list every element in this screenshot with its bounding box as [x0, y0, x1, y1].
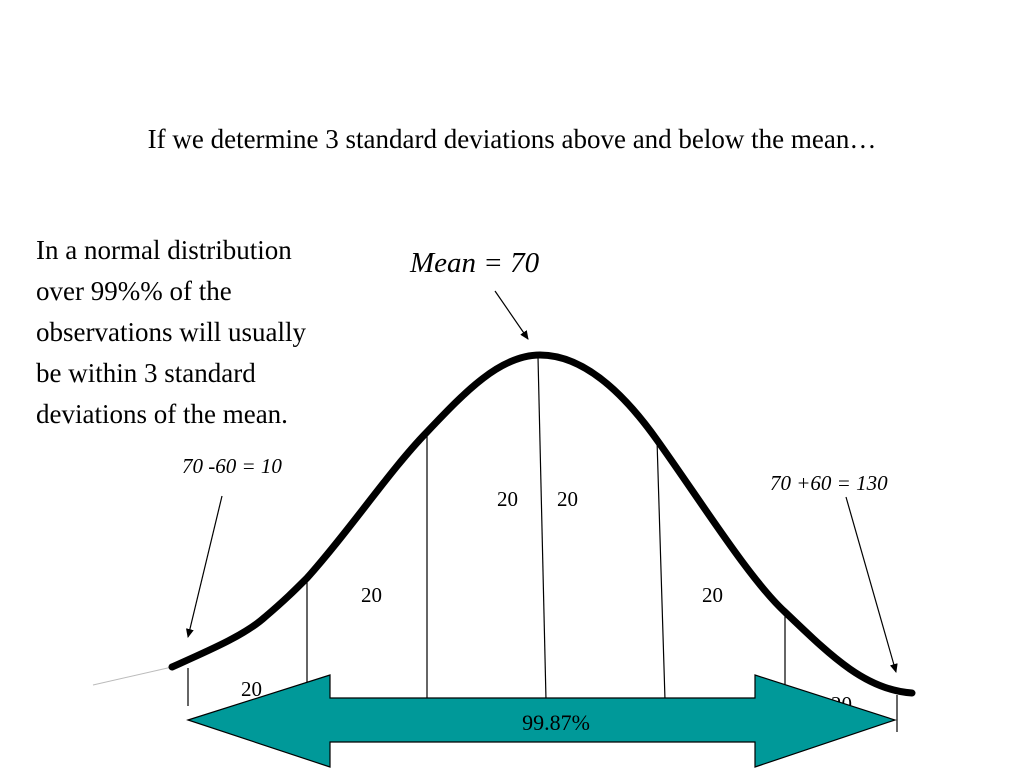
normal-curve: [168, 351, 916, 697]
segment-label: 20: [497, 487, 518, 511]
segment-label: 20: [702, 583, 723, 607]
tail: [92, 666, 173, 686]
segment-label: 20: [557, 487, 578, 511]
upper-arrow: [845, 496, 898, 673]
title: If we determine 3 standard deviations ab…: [148, 124, 877, 154]
range-arrow: [186, 674, 897, 768]
lower-label: 70 -60 = 10: [182, 454, 282, 478]
segment-labels: 20 20 20 20 20 20: [241, 487, 852, 716]
segment-label: 20: [361, 583, 382, 607]
upper-label: 70 +60 = 130: [770, 471, 888, 495]
note-line: be within 3 standard: [36, 358, 256, 388]
lower-arrow: [185, 495, 223, 638]
divider: [537, 356, 547, 701]
note: In a normal distribution over 99%% of th…: [36, 235, 306, 429]
note-line: over 99%% of the: [36, 276, 232, 306]
mean-arrow: [494, 290, 529, 340]
mean-label: Mean = 70: [409, 247, 540, 279]
note-line: deviations of the mean.: [36, 399, 288, 429]
note-line: In a normal distribution: [36, 235, 292, 265]
note-line: observations will usually: [36, 317, 306, 347]
dividers: [187, 356, 898, 732]
segment-label: 20: [241, 677, 262, 701]
divider: [656, 439, 666, 701]
range-label: 99.87%: [522, 710, 590, 735]
